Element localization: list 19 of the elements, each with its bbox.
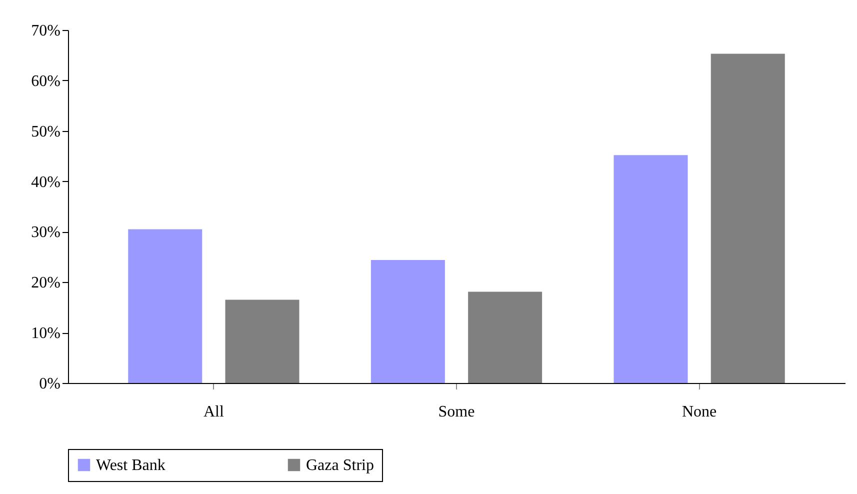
bar bbox=[710, 54, 785, 383]
x-tick-label: None bbox=[682, 404, 717, 420]
bar bbox=[128, 229, 202, 383]
legend-label: West Bank bbox=[96, 457, 166, 474]
legend-label: Gaza Strip bbox=[306, 457, 374, 474]
y-tick-label: 50% bbox=[31, 123, 60, 140]
bar bbox=[370, 260, 445, 383]
y-tick-label: 70% bbox=[31, 22, 60, 40]
y-tick-label: 40% bbox=[31, 174, 60, 191]
bar bbox=[468, 292, 542, 383]
x-tick-label: All bbox=[203, 404, 224, 420]
y-tick-label: 0% bbox=[39, 376, 60, 392]
y-tick-label: 30% bbox=[31, 224, 60, 242]
bar bbox=[225, 300, 300, 383]
y-tick-label: 10% bbox=[31, 325, 60, 342]
x-tick-label: Some bbox=[438, 404, 475, 420]
bar bbox=[614, 155, 688, 383]
y-tick-label: 20% bbox=[31, 274, 60, 292]
y-tick-label: 60% bbox=[31, 72, 60, 90]
